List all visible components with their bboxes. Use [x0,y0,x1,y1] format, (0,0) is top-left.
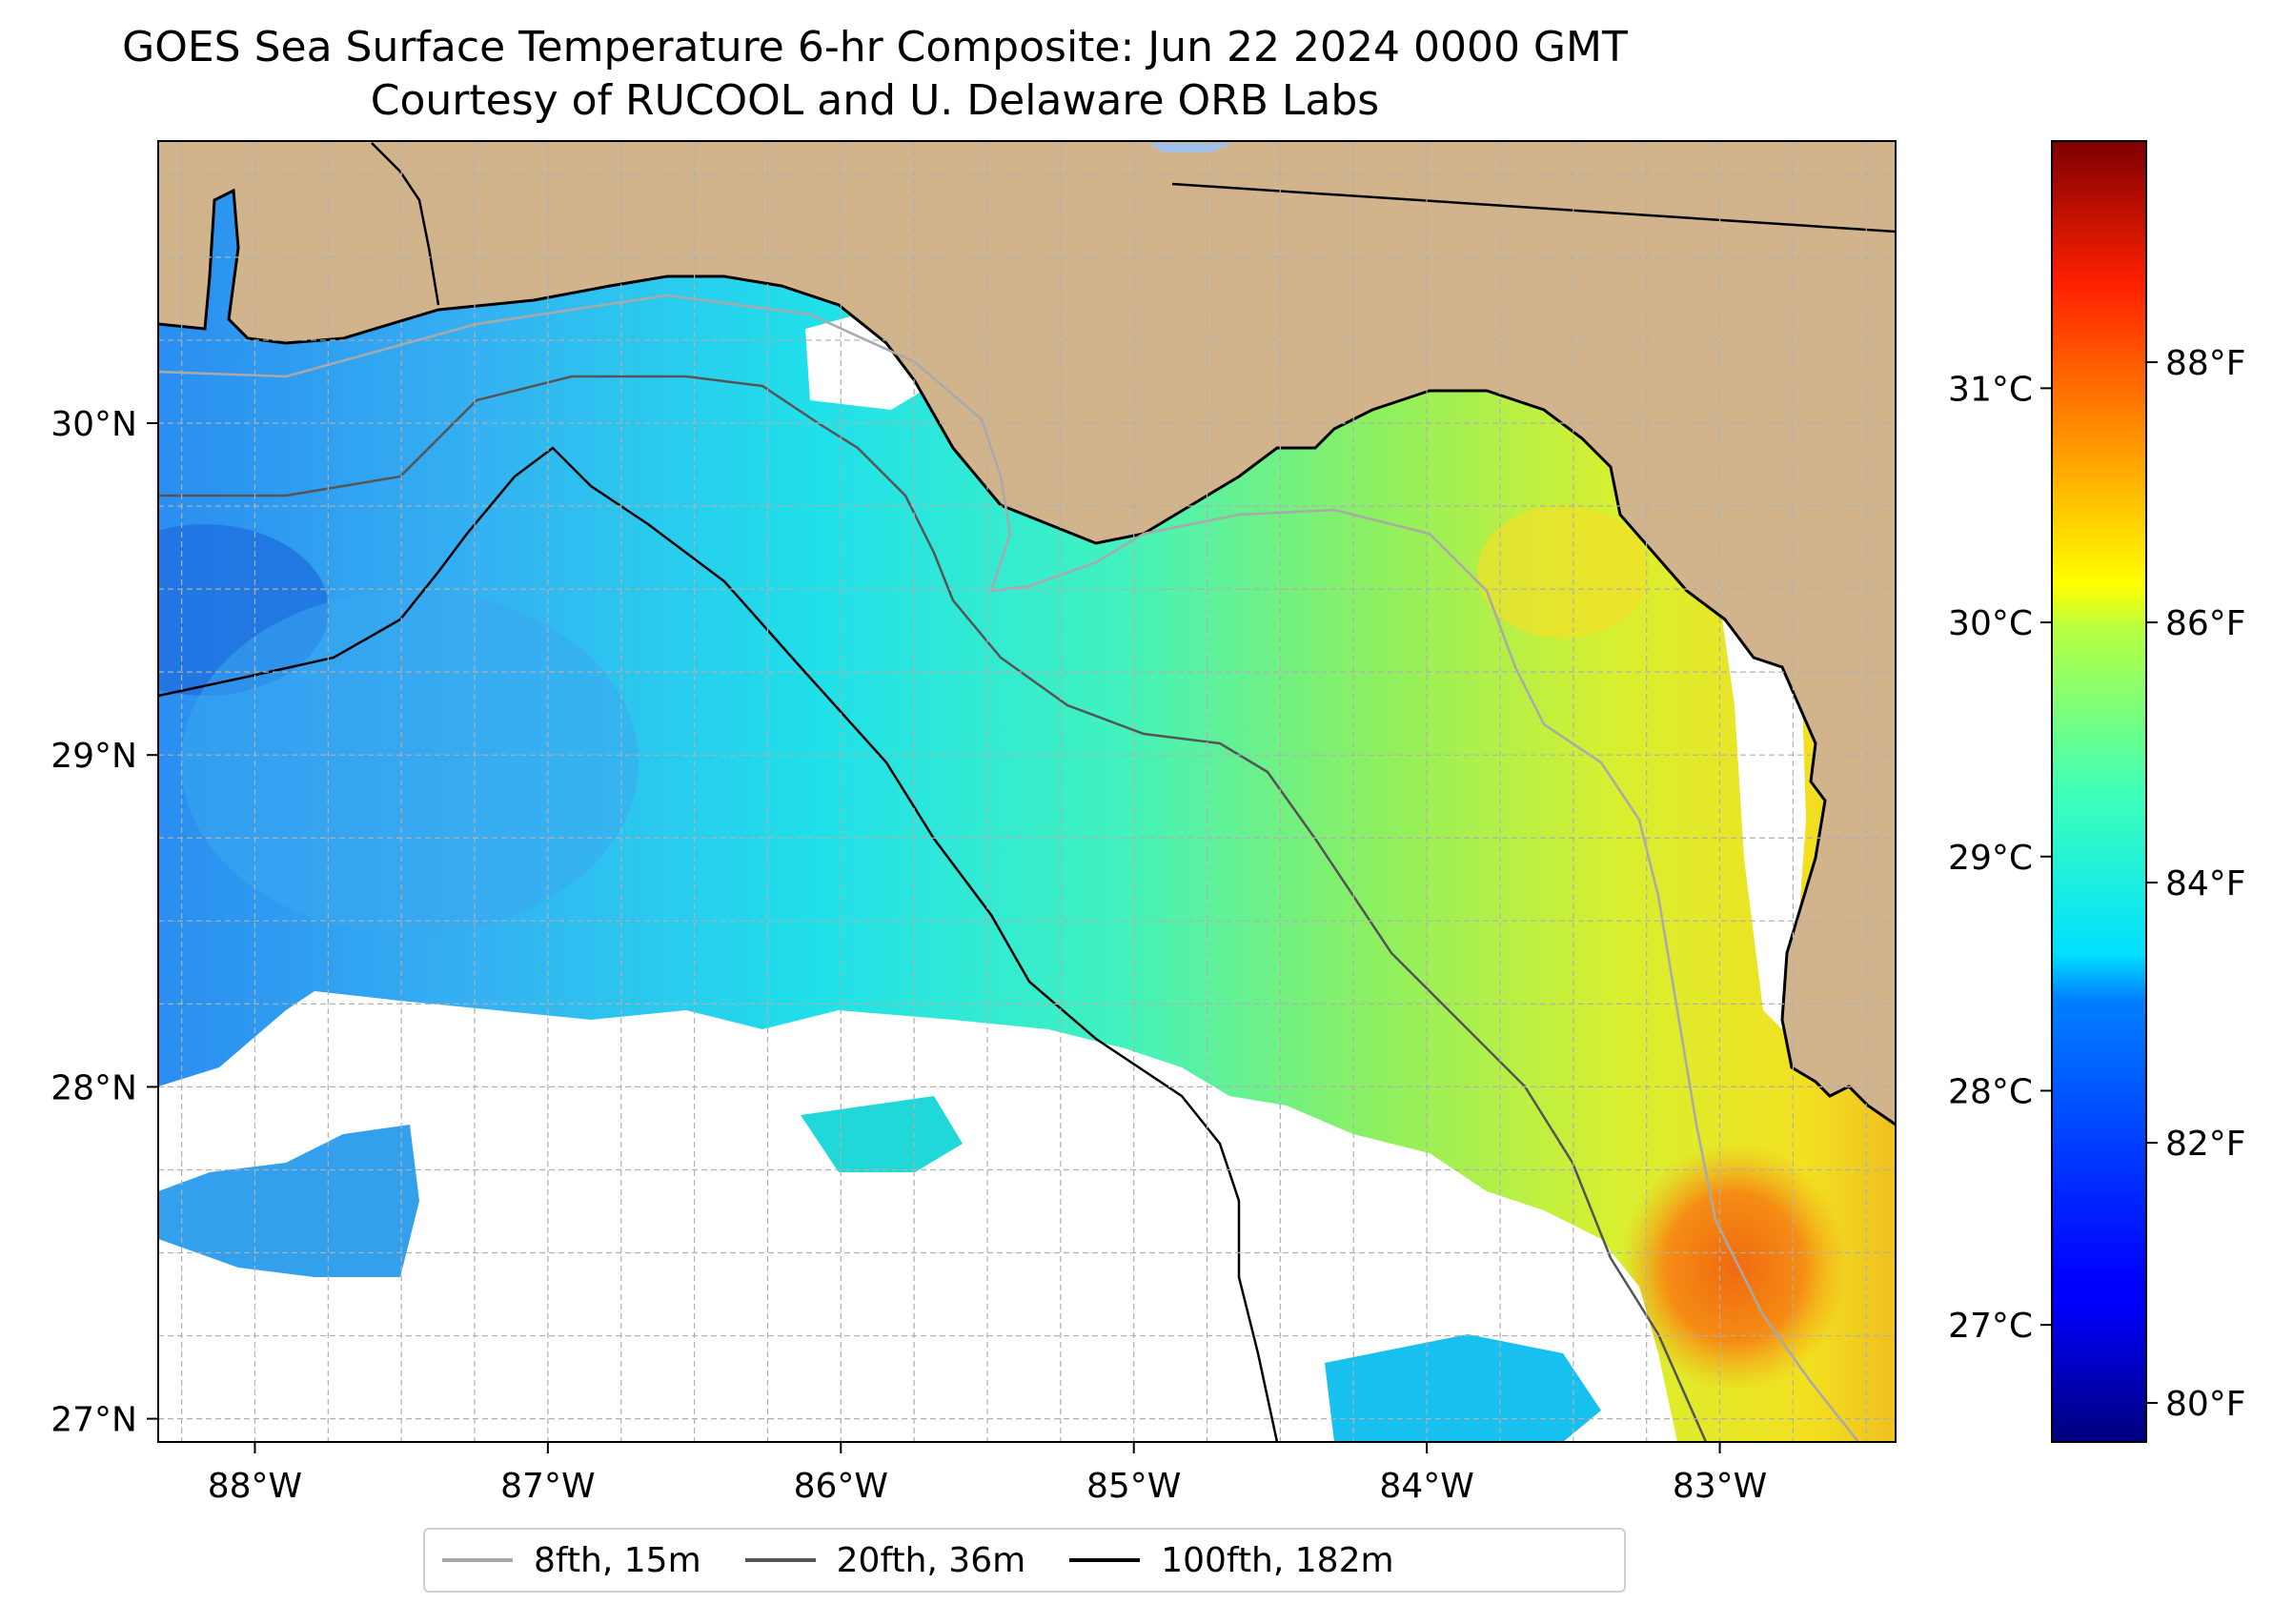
isobath-100fth [158,446,1279,1442]
lat-tick-label: 28°N [51,1068,137,1107]
map-frame [157,140,1897,1443]
colorbar [2051,140,2147,1443]
map-subtitle: Courtesy of RUCOOL and U. Delaware ORB L… [370,76,1380,125]
graticule [158,141,1896,1442]
legend-item-20fth: 20fth, 36m [744,1540,1026,1580]
colorbar-f-label: 86°F [2165,604,2246,643]
legend-label: 8fth, 15m [534,1540,701,1580]
isobath-20fth [158,375,1708,1442]
lon-tick-label: 87°W [500,1467,595,1506]
no-data-region [158,991,1677,1442]
colorbar-ticks: 80°F 82°F 84°F 86°F 88°F 27°C 28°C 29°C 30°C 31°C [1948,344,2245,1424]
lon-tick-label: 85°W [1086,1467,1181,1506]
lat-tick-label: 30°N [51,405,137,444]
state-boundary [371,142,440,306]
land-mass [158,141,1896,1125]
lon-tick-label: 84°W [1379,1467,1473,1506]
map-title: GOES Sea Surface Temperature 6-hr Compos… [122,23,1628,71]
colorbar-c-label: 29°C [1948,839,2033,878]
colorbar-c-label: 28°C [1948,1072,2033,1111]
lon-tick-label: 86°W [794,1467,888,1506]
legend-swatch [442,1558,513,1562]
colorbar-f-label: 82°F [2165,1125,2246,1164]
isobath-legend: 8fth, 15m 20fth, 36m 100fth, 182m [423,1528,1626,1593]
colorbar-f-label: 84°F [2165,864,2246,903]
warm-patch [1477,505,1649,639]
legend-swatch [744,1558,816,1562]
map-axis-ticks: 88°W 87°W 86°W 85°W 84°W 83°W 27°N 28°N 29°N 30°N [51,405,1767,1506]
map-canvas [158,141,1896,1442]
legend-label: 100fth, 182m [1161,1540,1394,1580]
legend-item-100fth: 100fth, 182m [1069,1540,1394,1580]
legend-label: 20fth, 36m [836,1540,1026,1580]
warm-patch [1620,1144,1849,1391]
lat-tick-label: 27°N [51,1401,137,1440]
colorbar-c-label: 27°C [1948,1307,2033,1346]
sst-field-patch [1325,1334,1601,1442]
state-boundary [1171,182,1896,233]
colorbar-c-label: 30°C [1948,604,2033,643]
colorbar-f-label: 80°F [2165,1385,2246,1424]
legend-swatch [1069,1558,1141,1562]
sst-field-patch [158,1125,419,1277]
colorbar-c-label: 31°C [1948,370,2033,409]
lon-tick-label: 88°W [208,1467,302,1506]
lat-tick-label: 29°N [51,737,137,776]
colorbar-f-label: 88°F [2165,344,2246,383]
cool-patch [181,591,639,934]
lon-tick-label: 83°W [1673,1467,1767,1506]
lake [1148,143,1234,152]
isobath-8fth [158,294,1859,1442]
legend-item-8fth: 8fth, 15m [442,1541,701,1580]
